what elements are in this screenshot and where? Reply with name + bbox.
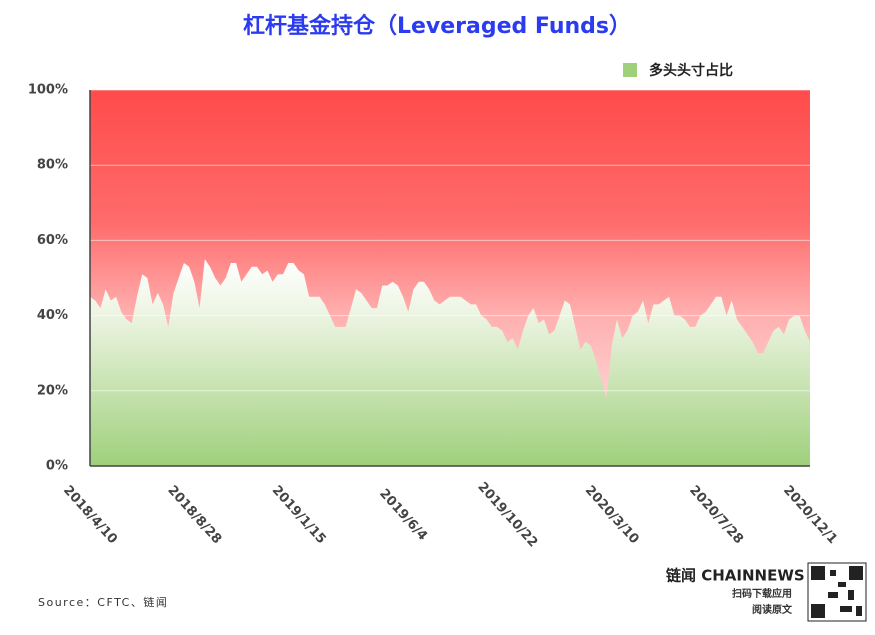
qr-code xyxy=(807,562,867,622)
y-tick-label: 20% xyxy=(37,383,68,398)
y-tick-label: 40% xyxy=(37,308,68,323)
y-tick-label: 80% xyxy=(37,158,68,173)
qr-text: 阅读原文 xyxy=(752,603,793,616)
chart-title: 杠杆基金持仓（Leveraged Funds） xyxy=(243,13,631,39)
x-tick-label: 2019/10/22 xyxy=(474,480,540,551)
x-tick-label: 2018/4/10 xyxy=(60,483,120,547)
x-tick-label: 2019/1/15 xyxy=(269,483,329,547)
legend-label: 多头头寸占比 xyxy=(649,62,733,79)
brand: 链闻 CHAINNEWS xyxy=(666,567,805,585)
y-tick-label: 100% xyxy=(28,83,68,98)
area xyxy=(90,259,810,466)
x-tick-label: 2020/3/10 xyxy=(582,483,642,547)
y-tick-label: 60% xyxy=(37,233,68,248)
qr-text: 扫码下载应用 xyxy=(732,587,792,600)
x-tick-label: 2019/6/4 xyxy=(376,486,430,543)
x-tick-label: 2018/8/28 xyxy=(164,483,224,547)
legend-swatch xyxy=(623,63,637,77)
x-tick-label: 2020/12/1 xyxy=(780,483,840,547)
x-tick-label: 2020/7/28 xyxy=(686,483,746,547)
y-tick-label: 0% xyxy=(46,459,68,474)
source: Source：CFTC、链闻 xyxy=(38,595,168,609)
